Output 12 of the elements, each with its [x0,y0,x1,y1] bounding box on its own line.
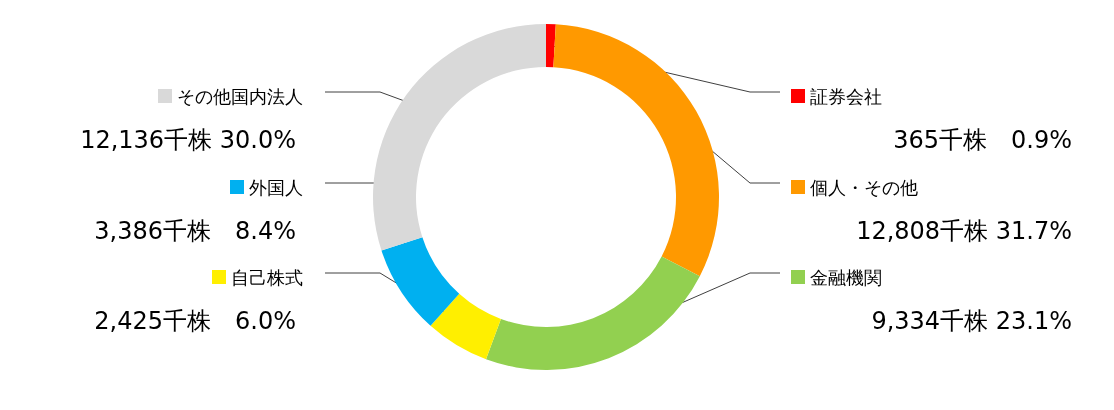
data-label: 3,386千株 8.4% [94,217,296,245]
data-label: 2,425千株 6.0% [94,307,296,335]
data-label: 12,808千株 31.7% [856,217,1072,245]
data-label: 9,334千株 23.1% [871,307,1072,335]
legend-label: 個人・その他 [810,176,918,198]
legend-label: 金融機関 [810,266,882,288]
legend-label: 証券会社 [810,85,882,107]
data-label: 12,136千株 30.0% [80,126,296,154]
legend-label: 自己株式 [231,266,303,288]
legend-label: その他国内法人 [177,85,303,107]
legend-label: 外国人 [249,176,303,198]
data-label: 365千株 0.9% [893,126,1072,154]
